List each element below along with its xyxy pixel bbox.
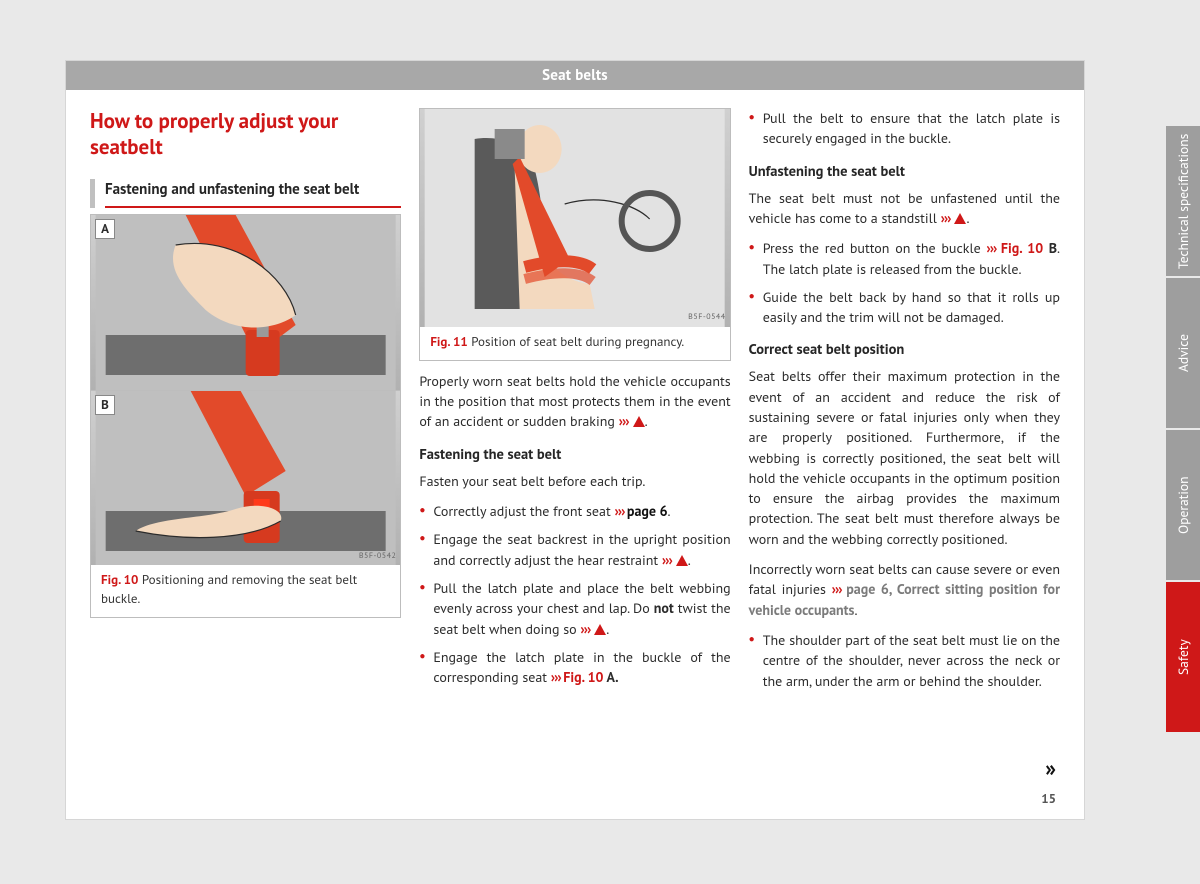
body-text: Pull the belt to ensure that the latch p… bbox=[763, 108, 1060, 149]
continuation-marker-icon: » bbox=[1045, 755, 1056, 783]
panel-tag-b: B bbox=[95, 395, 115, 415]
seatbelt-insert-illustration-icon bbox=[91, 215, 400, 390]
list-item: Pull the belt to ensure that the latch p… bbox=[749, 108, 1060, 149]
warning-icon bbox=[954, 213, 966, 224]
reference-marker-icon bbox=[619, 412, 632, 430]
body-text: . bbox=[854, 601, 857, 619]
caption-text: Positioning and removing the seat belt b… bbox=[101, 571, 357, 607]
caption-text: Position of seat belt during pregnancy. bbox=[468, 333, 684, 350]
column-middle: B5F-0544 Fig. 11 Position of seat belt d… bbox=[419, 108, 730, 699]
unfastening-heading: Unfastening the seat belt bbox=[749, 161, 1060, 182]
side-tabs: Technical specifications Advice Operatio… bbox=[1166, 126, 1200, 734]
warning-icon bbox=[633, 416, 645, 427]
tab-operation[interactable]: Operation bbox=[1166, 430, 1200, 580]
correct-position-paragraph: Seat belts offer their maximum protectio… bbox=[749, 366, 1060, 549]
list-item: Engage the latch plate in the buckle of … bbox=[419, 647, 730, 688]
body-text: Correctly adjust the front seat bbox=[433, 502, 614, 520]
body-text: B bbox=[1043, 239, 1057, 257]
subsection-heading: Fastening and unfastening the seat belt bbox=[90, 179, 401, 209]
page-columns: How to properly adjust your seatbelt Fas… bbox=[66, 90, 1084, 709]
body-text: . bbox=[668, 502, 671, 520]
figure-10: A B bbox=[90, 214, 401, 618]
emphasis-text: not bbox=[654, 599, 674, 617]
figure-11-caption: Fig. 11 Position of seat belt during pre… bbox=[420, 327, 729, 360]
figure-11-illustration: B5F-0544 bbox=[420, 109, 729, 327]
seatbelt-release-illustration-icon bbox=[91, 391, 400, 565]
page-number: 15 bbox=[1041, 790, 1056, 807]
figure-code: B5F-0542 bbox=[359, 551, 397, 563]
figure-10a-illustration: A bbox=[91, 215, 400, 390]
reference-marker-icon bbox=[662, 551, 675, 569]
page-title: How to properly adjust your seatbelt bbox=[90, 108, 401, 161]
figure-reference[interactable]: Fig. 10 bbox=[986, 239, 1043, 257]
figure-11: B5F-0544 Fig. 11 Position of seat belt d… bbox=[419, 108, 730, 361]
column-left: How to properly adjust your seatbelt Fas… bbox=[90, 108, 401, 699]
figure-number: Fig. 10 bbox=[101, 571, 138, 588]
fastening-intro: Fasten your seat belt before each trip. bbox=[419, 471, 730, 491]
tab-advice[interactable]: Advice bbox=[1166, 278, 1200, 428]
figure-10b-illustration: B B5F-0542 bbox=[91, 390, 400, 565]
column-right: Pull the belt to ensure that the latch p… bbox=[749, 108, 1060, 699]
intro-paragraph: Properly worn seat belts hold the vehicl… bbox=[419, 371, 730, 432]
figure-reference[interactable]: Fig. 10 bbox=[551, 668, 604, 686]
page-reference[interactable]: page 6 bbox=[614, 502, 667, 520]
reference-marker-icon bbox=[580, 620, 593, 638]
list-item: Correctly adjust the front seat page 6. bbox=[419, 501, 730, 521]
warning-icon bbox=[676, 555, 688, 566]
list-item: Guide the belt back by hand so that it r… bbox=[749, 287, 1060, 328]
incorrect-wear-paragraph: Incorrectly worn seat belts can cause se… bbox=[749, 559, 1060, 620]
fastening-heading: Fastening the seat belt bbox=[419, 444, 730, 465]
figure-number: Fig. 11 bbox=[430, 333, 467, 350]
panel-tag-a: A bbox=[95, 219, 115, 239]
body-text: Properly worn seat belts hold the vehicl… bbox=[419, 372, 730, 431]
body-text: Guide the belt back by hand so that it r… bbox=[763, 287, 1060, 328]
list-item: The shoulder part of the seat belt must … bbox=[749, 630, 1060, 691]
heading-bar-icon bbox=[90, 179, 95, 209]
list-item: Press the red button on the buckle Fig. … bbox=[749, 238, 1060, 279]
subsection-title: Fastening and unfastening the seat belt bbox=[105, 179, 401, 209]
figure-code: B5F-0544 bbox=[688, 312, 726, 324]
manual-page: Seat belts How to properly adjust your s… bbox=[65, 60, 1085, 820]
pregnancy-seatbelt-illustration-icon bbox=[420, 109, 729, 327]
reference-marker-icon bbox=[941, 209, 954, 227]
tab-technical-specifications[interactable]: Technical specifications bbox=[1166, 126, 1200, 276]
body-text: The shoulder part of the seat belt must … bbox=[763, 630, 1060, 691]
body-text: A. bbox=[603, 668, 618, 686]
unfastening-intro: The seat belt must not be unfastened unt… bbox=[749, 188, 1060, 229]
list-item: Pull the latch plate and place the belt … bbox=[419, 578, 730, 639]
body-text: Press the red button on the buckle bbox=[763, 239, 987, 257]
warning-icon bbox=[594, 624, 606, 635]
tab-safety[interactable]: Safety bbox=[1166, 582, 1200, 732]
body-text: The seat belt must not be unfastened unt… bbox=[749, 189, 1060, 227]
list-item: Engage the seat backrest in the upright … bbox=[419, 529, 730, 570]
correct-position-heading: Correct seat belt position bbox=[749, 339, 1060, 360]
figure-10-caption: Fig. 10 Positioning and removing the sea… bbox=[91, 565, 400, 617]
section-header: Seat belts bbox=[66, 61, 1084, 90]
